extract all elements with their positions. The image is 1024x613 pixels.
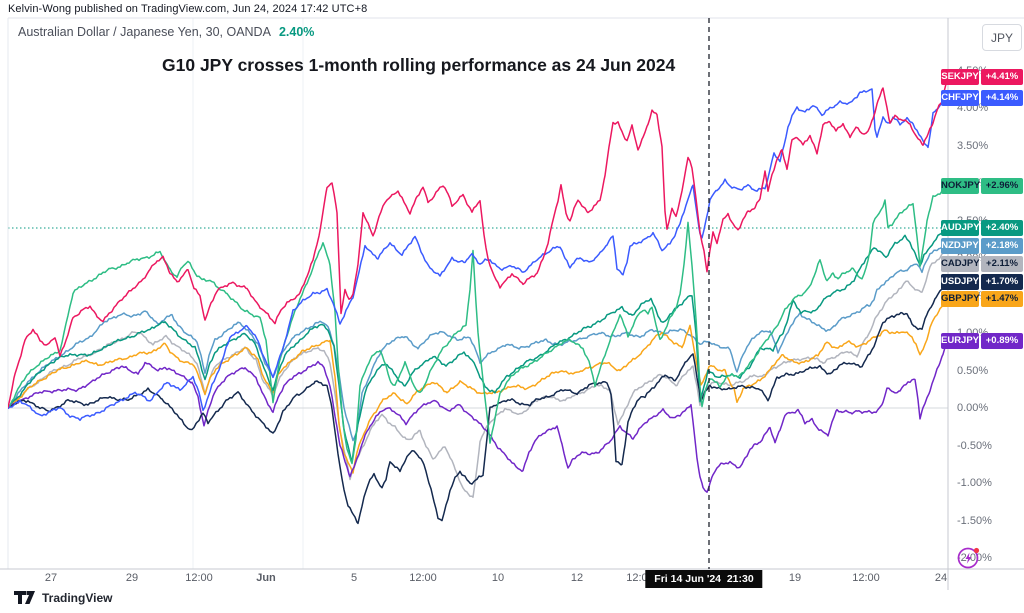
x-axis-label: 12:00 (185, 572, 213, 584)
price-flag-value: +4.41% (981, 69, 1023, 85)
x-axis-label: 10 (491, 572, 505, 584)
y-axis-label: -1.50% (957, 514, 992, 527)
series-line-AUDJPY[interactable] (8, 227, 948, 463)
x-axis-label: 24 (934, 572, 948, 584)
price-flag-value: +2.11% (981, 256, 1023, 272)
x-axis-label: 19 (788, 572, 802, 584)
price-flag-pair: USDJPY (941, 274, 979, 290)
symbol-change-percent: 2.40% (278, 25, 315, 39)
price-flag-pair: CHFJPY (941, 90, 979, 106)
price-flag-pair: EURJPY (941, 333, 979, 349)
x-axis-label: 5 (350, 572, 358, 584)
y-axis-label: 0.00% (957, 402, 989, 414)
price-flag-value: +2.18% (981, 238, 1023, 254)
x-axis-label: 27 (44, 572, 58, 584)
publisher-line: Kelvin-Wong published on TradingView.com… (8, 3, 368, 15)
price-flag-CHFJPY: CHFJPY +4.14% (941, 90, 1023, 106)
price-flag-NZDJPY: NZDJPY +2.18% (941, 238, 1023, 254)
price-flag-GBPJPY: GBPJPY +1.47% (941, 291, 1023, 307)
y-axis-label: -1.00% (957, 477, 992, 489)
x-axis-label: 12:00 (409, 572, 437, 584)
symbol-row[interactable]: Australian Dollar / Japanese Yen, 30, OA… (18, 25, 314, 39)
series-line-GBPJPY[interactable] (8, 297, 948, 474)
chart-title: G10 JPY crosses 1-month rolling performa… (162, 55, 676, 75)
boost-icon[interactable] (955, 544, 983, 572)
price-flag-NOKJPY: NOKJPY +2.96% (941, 178, 1023, 194)
symbol-title: Australian Dollar / Japanese Yen, 30, OA… (18, 25, 271, 39)
y-axis-label: -2.00% (957, 552, 992, 564)
series-line-CADJPY[interactable] (8, 249, 948, 498)
tradingview-logo-text: TradingView (42, 591, 113, 605)
price-flag-value: +2.96% (981, 178, 1023, 194)
series-line-NOKJPY[interactable] (8, 185, 948, 465)
price-flag-value: +1.70% (981, 274, 1023, 290)
series-line-USDJPY[interactable] (8, 279, 948, 525)
price-flag-pair: NOKJPY (941, 178, 980, 194)
price-flag-SEKJPY: SEKJPY +4.41% (941, 69, 1023, 85)
x-axis-label: 29 (125, 572, 139, 584)
currency-unit-button[interactable]: JPY (982, 24, 1022, 51)
price-flag-value: +0.89% (981, 333, 1023, 349)
x-axis-label: 12 (570, 572, 584, 584)
x-axis-label: Jun (256, 572, 276, 584)
y-axis-label: 0.50% (957, 364, 989, 377)
crosshair-time-badge: Fri 14 Jun '24 21:30 (645, 570, 763, 588)
price-flag-pair: SEKJPY (941, 69, 979, 85)
price-flag-pair: NZDJPY (941, 238, 979, 254)
price-flag-value: +4.14% (981, 90, 1023, 106)
price-flag-pair: AUDJPY (941, 220, 980, 236)
price-flag-pair: CADJPY (941, 256, 980, 272)
price-flag-pair: GBPJPY (941, 291, 980, 307)
series-line-SEKJPY[interactable] (8, 77, 948, 408)
price-flag-value: +1.47% (981, 291, 1023, 307)
price-flag-value: +2.40% (981, 220, 1023, 236)
price-flag-EURJPY: EURJPY +0.89% (941, 333, 1023, 349)
series-line-EURJPY[interactable] (8, 341, 948, 493)
tradingview-logo[interactable]: TradingView (14, 591, 112, 605)
x-axis-label: 12:00 (852, 572, 880, 584)
price-flag-AUDJPY: AUDJPY +2.40% (941, 220, 1023, 236)
y-axis-label: 3.50% (957, 139, 989, 152)
series-group (8, 77, 948, 525)
price-flag-CADJPY: CADJPY +2.11% (941, 256, 1023, 272)
y-axis-label: -0.50% (957, 439, 992, 452)
price-flag-USDJPY: USDJPY +1.70% (941, 274, 1023, 290)
tradingview-logo-mark (14, 591, 35, 604)
series-line-NZDJPY[interactable] (8, 243, 948, 442)
series-line-CHFJPY[interactable] (8, 88, 948, 422)
